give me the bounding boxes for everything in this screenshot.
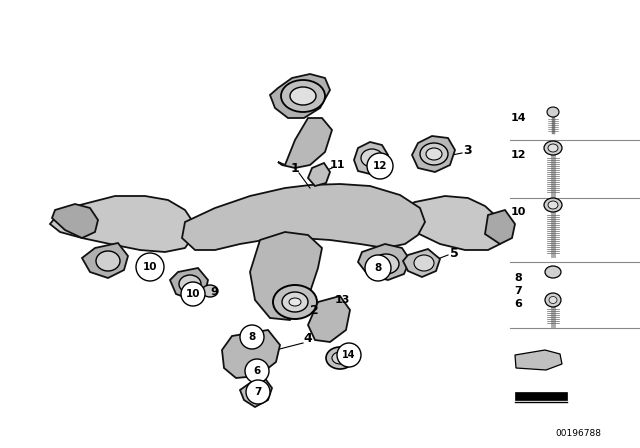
Circle shape [136, 253, 164, 281]
Ellipse shape [420, 143, 448, 165]
Text: 7: 7 [514, 286, 522, 296]
Circle shape [246, 380, 270, 404]
Ellipse shape [249, 386, 267, 400]
Polygon shape [278, 118, 332, 168]
Ellipse shape [282, 292, 308, 312]
Text: 10: 10 [186, 289, 200, 299]
Text: 7: 7 [254, 387, 262, 397]
Ellipse shape [326, 347, 354, 369]
Text: 11: 11 [329, 160, 345, 170]
Ellipse shape [289, 298, 301, 306]
Text: 6: 6 [514, 299, 522, 309]
Polygon shape [222, 330, 280, 378]
Polygon shape [354, 142, 388, 174]
Text: 12: 12 [510, 150, 525, 160]
Polygon shape [308, 163, 330, 186]
Ellipse shape [202, 285, 218, 297]
Text: 8: 8 [374, 263, 381, 273]
Text: 3: 3 [464, 143, 472, 156]
Polygon shape [412, 136, 455, 172]
Polygon shape [270, 74, 330, 118]
Polygon shape [485, 210, 515, 244]
Text: 2: 2 [310, 303, 318, 316]
Circle shape [240, 325, 264, 349]
Text: 9: 9 [210, 287, 218, 297]
Ellipse shape [179, 275, 201, 293]
Ellipse shape [96, 251, 120, 271]
FancyBboxPatch shape [515, 392, 567, 400]
Ellipse shape [548, 144, 558, 152]
Text: 6: 6 [253, 366, 260, 376]
Circle shape [181, 282, 205, 306]
Polygon shape [378, 196, 505, 250]
Text: 00196788: 00196788 [555, 428, 601, 438]
Circle shape [245, 359, 269, 383]
Text: 10: 10 [510, 207, 525, 217]
Polygon shape [403, 249, 440, 277]
Ellipse shape [549, 297, 557, 303]
Circle shape [365, 255, 391, 281]
Ellipse shape [281, 80, 325, 112]
Ellipse shape [332, 352, 348, 364]
Ellipse shape [248, 363, 268, 379]
Ellipse shape [273, 285, 317, 319]
Text: 8: 8 [514, 273, 522, 283]
Polygon shape [240, 377, 272, 407]
Text: 4: 4 [303, 332, 312, 345]
Ellipse shape [414, 255, 434, 271]
Ellipse shape [544, 198, 562, 212]
Circle shape [337, 343, 361, 367]
Text: 8: 8 [248, 332, 255, 342]
Polygon shape [358, 244, 410, 280]
Ellipse shape [426, 148, 442, 160]
Polygon shape [250, 232, 322, 320]
Text: 14: 14 [342, 350, 356, 360]
Ellipse shape [545, 293, 561, 307]
Text: 1: 1 [291, 161, 300, 175]
Ellipse shape [548, 201, 558, 209]
Text: 5: 5 [450, 246, 458, 259]
Polygon shape [515, 350, 562, 370]
Text: 14: 14 [510, 113, 526, 123]
Ellipse shape [544, 141, 562, 155]
Text: 13: 13 [334, 295, 349, 305]
Polygon shape [82, 243, 128, 278]
Ellipse shape [545, 266, 561, 278]
Polygon shape [52, 204, 98, 238]
Text: 12: 12 [372, 161, 387, 171]
Ellipse shape [373, 254, 399, 274]
Polygon shape [182, 184, 425, 250]
Ellipse shape [547, 107, 559, 117]
Ellipse shape [361, 149, 383, 167]
Ellipse shape [290, 87, 316, 105]
Polygon shape [50, 196, 195, 252]
Circle shape [367, 153, 393, 179]
Text: 10: 10 [143, 262, 157, 272]
Polygon shape [170, 268, 208, 300]
Polygon shape [308, 296, 350, 342]
